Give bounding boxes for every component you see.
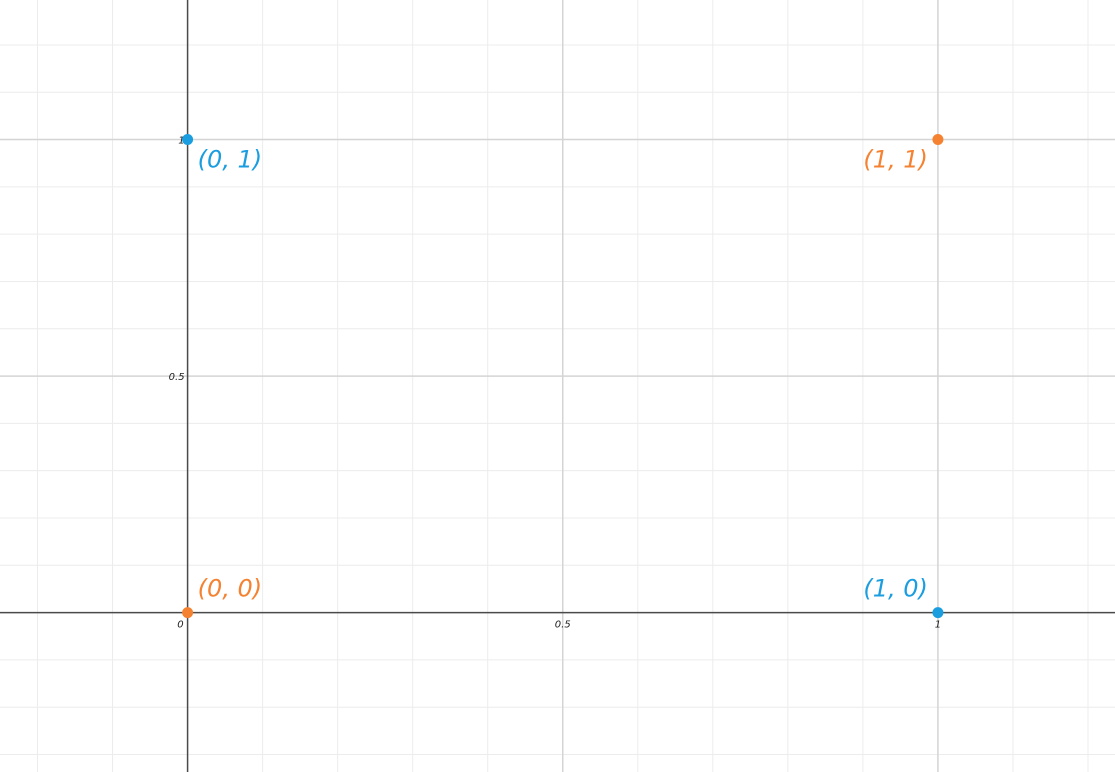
data-point — [182, 607, 194, 619]
data-point — [932, 134, 944, 146]
data-point — [182, 134, 194, 146]
y-tick-label: 0.5 — [169, 372, 185, 383]
x-tick-label: 0.5 — [555, 620, 571, 631]
x-tick-label: 0 — [177, 620, 183, 631]
x-tick-label: 1 — [935, 620, 941, 631]
point-label: (1, 1) — [863, 146, 928, 174]
data-points: (0, 0) (1, 1) (0, 1) (1, 0) — [182, 134, 944, 619]
point-label: (0, 0) — [198, 575, 263, 603]
data-point — [932, 607, 944, 619]
point-label: (1, 0) — [863, 575, 928, 603]
tick-labels: 0 0.5 1 0.5 1 — [169, 136, 941, 631]
y-tick-label: 1 — [178, 136, 184, 147]
point-label: (0, 1) — [198, 146, 263, 174]
